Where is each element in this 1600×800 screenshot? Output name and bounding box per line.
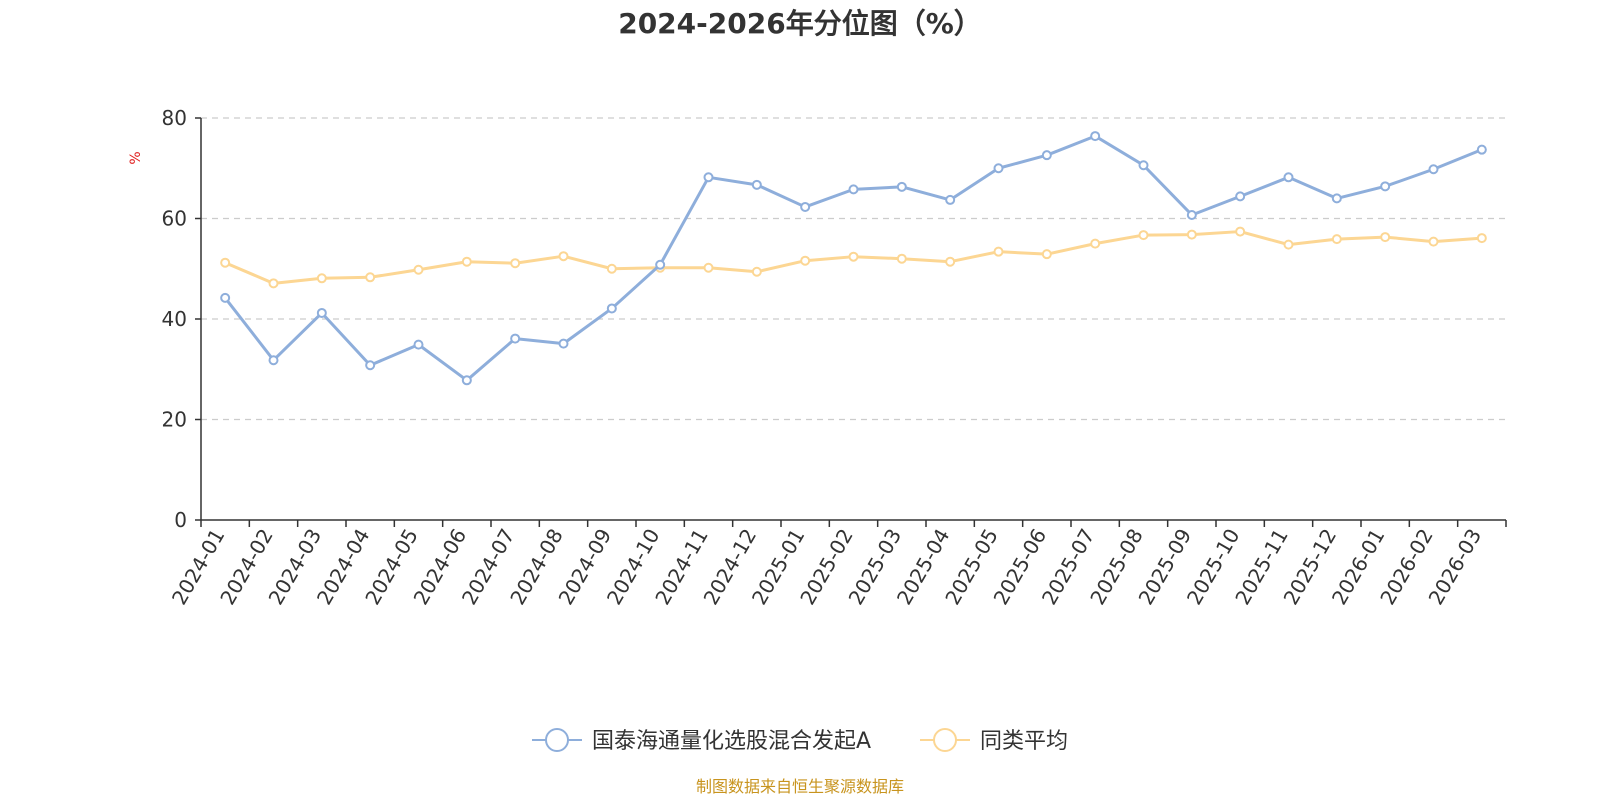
data-point[interactable] xyxy=(751,179,762,190)
data-point[interactable] xyxy=(220,257,231,268)
data-point[interactable] xyxy=(1235,191,1246,202)
gridlines xyxy=(201,117,1506,421)
data-point[interactable] xyxy=(800,255,811,266)
data-point[interactable] xyxy=(751,266,762,277)
y-axis-label: % xyxy=(128,151,144,164)
data-point[interactable] xyxy=(1283,172,1294,183)
series-group xyxy=(220,131,1487,386)
y-tick-label: 60 xyxy=(162,207,187,231)
data-point[interactable] xyxy=(1380,181,1391,192)
data-point[interactable] xyxy=(461,375,472,386)
data-point[interactable] xyxy=(703,262,714,273)
y-tick-label: 0 xyxy=(174,508,187,532)
data-point[interactable] xyxy=(510,333,521,344)
legend[interactable]: 国泰海通量化选股混合发起A 同类平均 xyxy=(532,728,1068,754)
data-point[interactable] xyxy=(220,292,231,303)
y-tick-label: 20 xyxy=(162,408,187,432)
series-0 xyxy=(220,131,1487,386)
data-point[interactable] xyxy=(461,256,472,267)
data-point[interactable] xyxy=(1186,209,1197,220)
data-point[interactable] xyxy=(1138,230,1149,241)
data-point[interactable] xyxy=(800,201,811,212)
data-point[interactable] xyxy=(945,194,956,205)
source-note: 制图数据来自恒生聚源数据库 xyxy=(696,777,904,796)
data-point[interactable] xyxy=(1090,238,1101,249)
data-point[interactable] xyxy=(268,355,279,366)
data-point[interactable] xyxy=(993,163,1004,174)
data-point[interactable] xyxy=(365,360,376,371)
data-point[interactable] xyxy=(945,256,956,267)
y-tick-label: 80 xyxy=(162,106,187,130)
chart-title: 2024-2026年分位图（%） xyxy=(618,7,982,40)
legend-circle-icon xyxy=(933,728,957,752)
data-point[interactable] xyxy=(316,307,327,318)
data-point[interactable] xyxy=(703,172,714,183)
data-point[interactable] xyxy=(1476,233,1487,244)
data-point[interactable] xyxy=(896,181,907,192)
data-point[interactable] xyxy=(268,278,279,289)
data-point[interactable] xyxy=(413,339,424,350)
y-tick-label: 40 xyxy=(162,307,187,331)
data-point[interactable] xyxy=(848,251,859,262)
data-point[interactable] xyxy=(1041,249,1052,260)
data-point[interactable] xyxy=(558,338,569,349)
legend-item-1[interactable]: 同类平均 xyxy=(920,728,1068,754)
data-point[interactable] xyxy=(606,263,617,274)
data-point[interactable] xyxy=(1090,131,1101,142)
data-point[interactable] xyxy=(1235,226,1246,237)
data-point[interactable] xyxy=(1428,236,1439,247)
data-point[interactable] xyxy=(1041,150,1052,161)
legend-item-0[interactable]: 国泰海通量化选股混合发起A xyxy=(532,728,871,754)
data-point[interactable] xyxy=(413,264,424,275)
data-point[interactable] xyxy=(1380,232,1391,243)
legend-label: 国泰海通量化选股混合发起A xyxy=(592,729,871,754)
data-point[interactable] xyxy=(1476,144,1487,155)
data-point[interactable] xyxy=(1138,160,1149,171)
data-point[interactable] xyxy=(316,273,327,284)
data-point[interactable] xyxy=(848,184,859,195)
data-point[interactable] xyxy=(993,246,1004,257)
series-1 xyxy=(220,226,1487,289)
data-point[interactable] xyxy=(365,272,376,283)
data-point[interactable] xyxy=(896,253,907,264)
legend-circle-icon xyxy=(545,728,569,752)
data-point[interactable] xyxy=(606,303,617,314)
data-point[interactable] xyxy=(1331,234,1342,245)
data-point[interactable] xyxy=(1283,239,1294,250)
data-point[interactable] xyxy=(1186,229,1197,240)
data-point[interactable] xyxy=(1428,164,1439,175)
data-point[interactable] xyxy=(558,251,569,262)
data-point[interactable] xyxy=(1331,193,1342,204)
legend-label: 同类平均 xyxy=(980,729,1068,754)
data-point[interactable] xyxy=(655,259,666,270)
data-point[interactable] xyxy=(510,258,521,269)
